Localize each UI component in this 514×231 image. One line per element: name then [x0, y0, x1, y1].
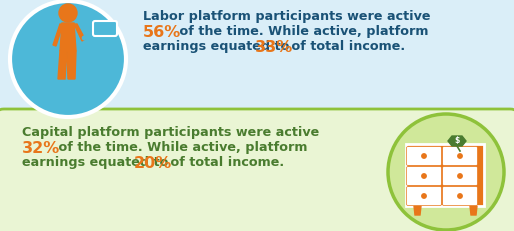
- Text: Capital platform participants were active: Capital platform participants were activ…: [22, 126, 319, 139]
- Polygon shape: [74, 24, 85, 41]
- Circle shape: [422, 154, 426, 158]
- Text: $: $: [454, 137, 460, 146]
- FancyBboxPatch shape: [443, 186, 478, 206]
- Circle shape: [422, 194, 426, 198]
- Circle shape: [458, 154, 462, 158]
- Polygon shape: [67, 51, 76, 79]
- Polygon shape: [448, 136, 466, 146]
- Text: 56%: 56%: [143, 25, 181, 40]
- Polygon shape: [414, 206, 421, 215]
- Text: of total income.: of total income.: [287, 40, 405, 53]
- Text: of total income.: of total income.: [166, 156, 284, 169]
- FancyBboxPatch shape: [0, 0, 514, 122]
- Text: of the time. While active, platform: of the time. While active, platform: [54, 141, 307, 154]
- Text: earnings equated to: earnings equated to: [22, 156, 173, 169]
- FancyBboxPatch shape: [93, 21, 117, 36]
- Circle shape: [10, 1, 126, 117]
- Text: 33%: 33%: [255, 40, 293, 55]
- Text: of the time. While active, platform: of the time. While active, platform: [175, 25, 429, 38]
- FancyBboxPatch shape: [407, 146, 442, 165]
- Circle shape: [458, 174, 462, 178]
- Polygon shape: [53, 24, 63, 46]
- Text: earnings equated to: earnings equated to: [143, 40, 294, 53]
- Polygon shape: [470, 206, 477, 215]
- Circle shape: [388, 114, 504, 230]
- FancyBboxPatch shape: [406, 144, 484, 206]
- Polygon shape: [60, 23, 76, 51]
- FancyBboxPatch shape: [443, 146, 478, 165]
- Text: Labor platform participants were active: Labor platform participants were active: [143, 10, 431, 23]
- FancyBboxPatch shape: [0, 109, 514, 231]
- Text: 32%: 32%: [22, 141, 60, 156]
- FancyBboxPatch shape: [407, 186, 442, 206]
- Polygon shape: [58, 51, 67, 79]
- Circle shape: [59, 4, 77, 22]
- Text: 20%: 20%: [134, 156, 172, 171]
- Circle shape: [422, 174, 426, 178]
- FancyBboxPatch shape: [443, 167, 478, 185]
- Circle shape: [458, 194, 462, 198]
- FancyBboxPatch shape: [407, 167, 442, 185]
